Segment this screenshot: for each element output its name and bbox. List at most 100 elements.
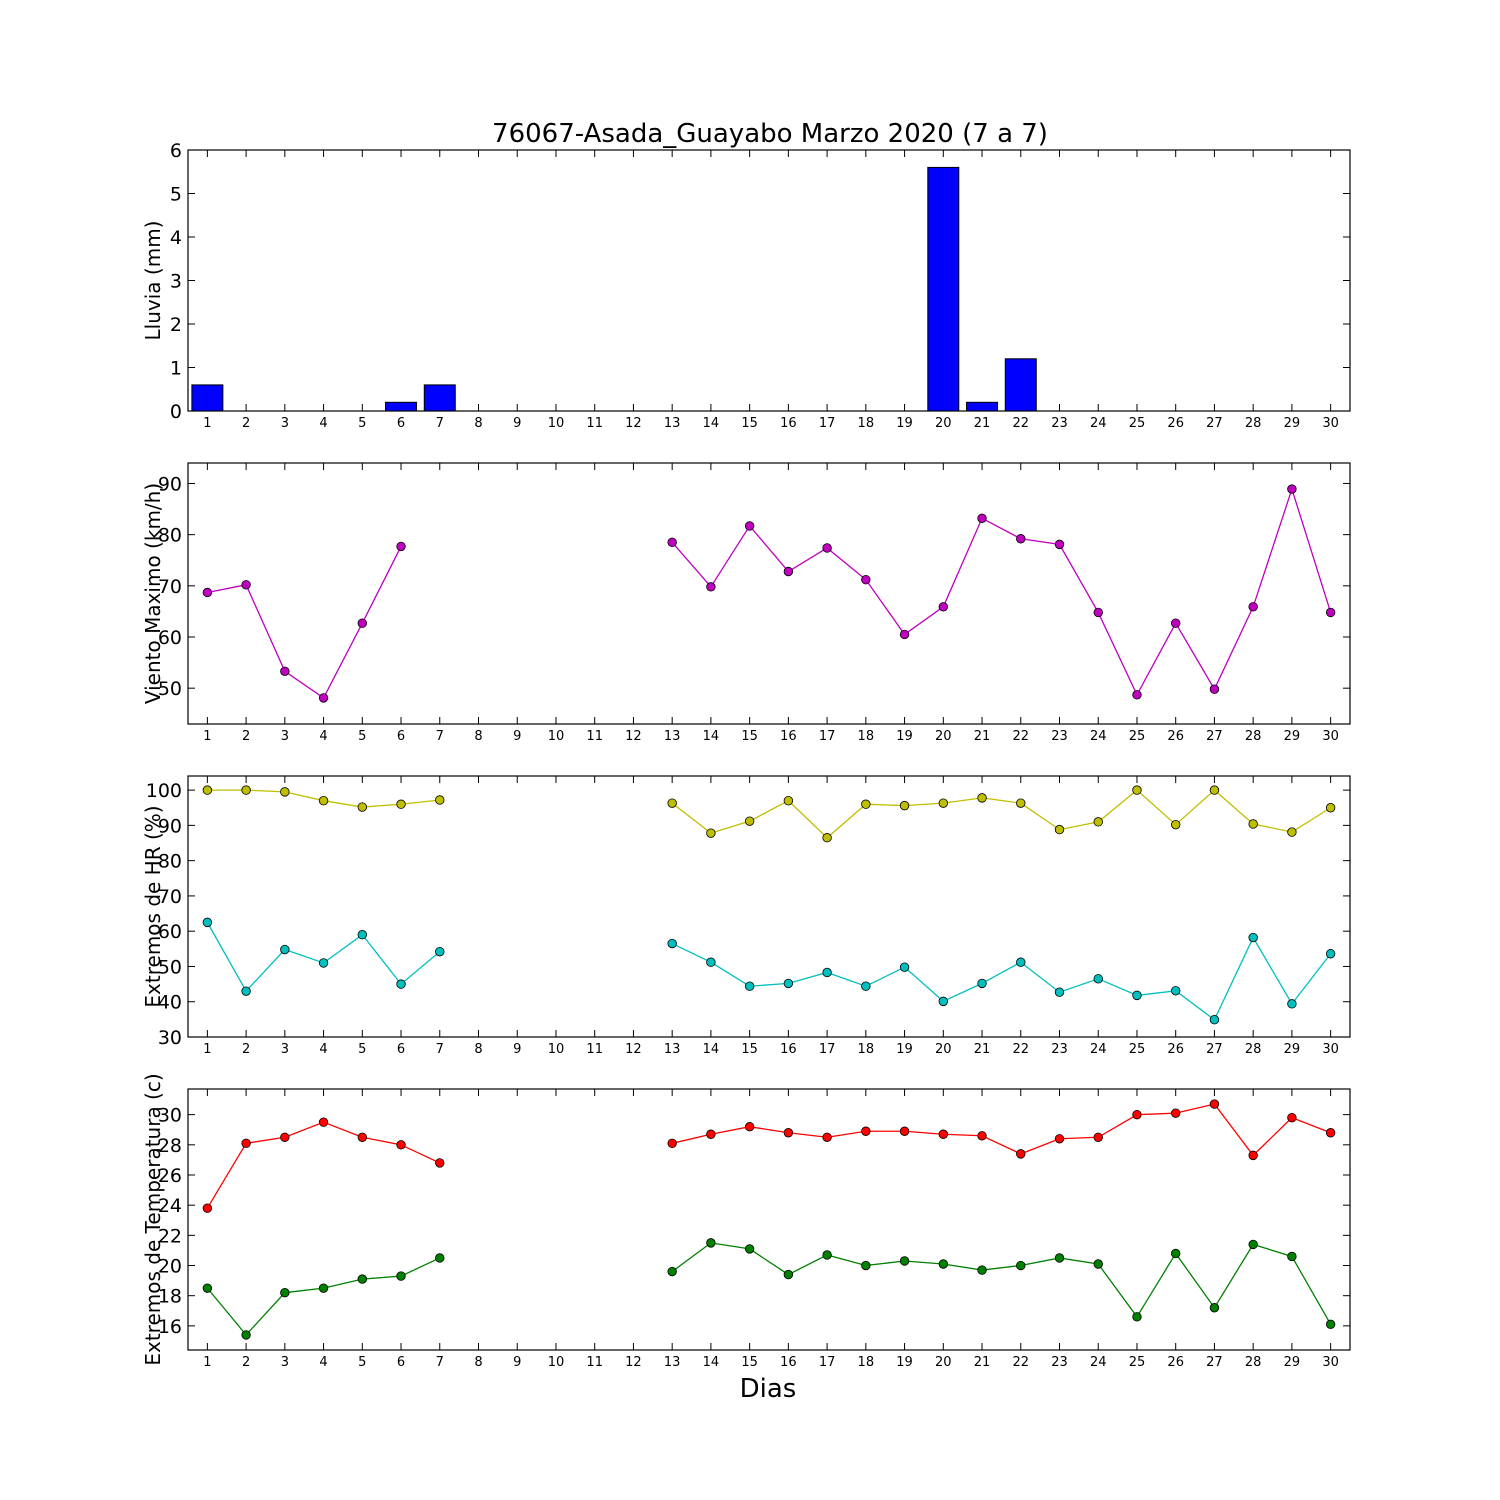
wind-xtick-label: 28 — [1245, 729, 1262, 744]
humidity-xtick-label: 28 — [1245, 1042, 1262, 1057]
humidity-point — [280, 787, 290, 797]
temperature-xtick-label: 23 — [1051, 1355, 1068, 1370]
temperature-point — [706, 1129, 716, 1139]
wind-xtick-label: 29 — [1284, 729, 1301, 744]
humidity-point — [977, 793, 987, 803]
temperature-xtick-label: 2 — [242, 1355, 250, 1370]
humidity-point — [241, 986, 251, 996]
temperature-point — [1093, 1259, 1103, 1269]
x-axis-label: Dias — [740, 1374, 797, 1404]
rain-xtick-label: 14 — [703, 416, 720, 431]
temperature-point — [744, 1122, 755, 1132]
wind-point — [357, 618, 368, 628]
rain-xtick-label: 27 — [1206, 416, 1223, 431]
humidity-ytick-label: 30 — [158, 1027, 182, 1049]
humidity-ytick-label: 100 — [146, 780, 182, 802]
wind-xtick-label: 11 — [586, 729, 603, 744]
humidity-point — [1170, 986, 1181, 996]
temperature-point — [899, 1256, 910, 1266]
wind-xtick-label: 3 — [281, 729, 289, 744]
wind-point — [977, 513, 987, 523]
wind-point — [1209, 684, 1220, 694]
humidity-point — [744, 816, 755, 826]
temperature-point — [822, 1132, 832, 1142]
wind-xtick-label: 5 — [358, 729, 366, 744]
wind-point — [1248, 602, 1258, 612]
temperature-point — [1248, 1150, 1258, 1161]
humidity-xtick-label: 15 — [741, 1042, 758, 1057]
rain-ytick-label: 0 — [170, 401, 182, 423]
temperature-xtick-label: 7 — [436, 1355, 444, 1370]
rain-xtick-label: 15 — [741, 416, 758, 431]
wind-xtick-label: 20 — [935, 729, 952, 744]
temperature-point — [357, 1274, 368, 1284]
humidity-xtick-label: 4 — [319, 1042, 327, 1057]
humidity-xtick-label: 7 — [436, 1042, 444, 1057]
humidity-point — [202, 785, 213, 795]
humidity-xtick-label: 3 — [281, 1042, 289, 1057]
temperature-xtick-label: 27 — [1206, 1355, 1223, 1370]
rain-ytick-label: 6 — [170, 140, 182, 162]
wind-point — [1093, 607, 1103, 618]
wind-xtick-label: 30 — [1322, 729, 1339, 744]
humidity-xtick-label: 14 — [703, 1042, 720, 1057]
temperature-point — [977, 1131, 987, 1141]
temperature-point — [1016, 1260, 1026, 1271]
temperature-point — [396, 1140, 406, 1150]
wind-point — [744, 521, 755, 531]
temperature-point — [241, 1330, 251, 1340]
temperature-xtick-label: 26 — [1167, 1355, 1184, 1370]
temperature-point — [1054, 1253, 1065, 1263]
wind-xtick-label: 15 — [741, 729, 758, 744]
humidity-point — [667, 938, 677, 949]
humidity-ytick-label: 70 — [158, 886, 182, 908]
humidity-xtick-label: 9 — [513, 1042, 521, 1057]
wind-point — [241, 580, 251, 590]
humidity-xtick-label: 12 — [625, 1042, 642, 1057]
chart-title: 76067-Asada_Guayabo Marzo 2020 (7 a 7) — [492, 119, 1048, 149]
rain-xtick-label: 30 — [1322, 416, 1339, 431]
humidity-point — [783, 978, 794, 989]
temperature-point — [667, 1138, 677, 1149]
temperature-point — [861, 1260, 871, 1271]
humidity-ytick-label: 90 — [158, 815, 182, 837]
humidity-xtick-label: 16 — [780, 1042, 797, 1057]
temperature-xtick-label: 20 — [935, 1355, 952, 1370]
humidity-point — [822, 967, 832, 978]
humidity-point — [1325, 803, 1336, 813]
humidity-ytick-label: 60 — [158, 921, 182, 943]
humidity-ytick-label: 50 — [158, 956, 182, 978]
temperature-point — [280, 1132, 290, 1142]
humidity-point — [202, 917, 213, 928]
rain-bar — [385, 401, 418, 412]
temperature-point — [899, 1126, 910, 1136]
wind-xtick-label: 4 — [319, 729, 327, 744]
wind-xtick-label: 26 — [1167, 729, 1184, 744]
rain-xtick-label: 25 — [1129, 416, 1146, 431]
wind-xtick-label: 21 — [974, 729, 991, 744]
wind-xtick-label: 6 — [397, 729, 405, 744]
humidity-point — [1248, 932, 1258, 943]
temperature-xtick-label: 16 — [780, 1355, 797, 1370]
humidity-point — [861, 981, 871, 991]
wind-xtick-label: 19 — [896, 729, 913, 744]
temperature-point — [1325, 1319, 1336, 1330]
wind-xtick-label: 10 — [548, 729, 565, 744]
humidity-ytick-label: 40 — [158, 992, 182, 1014]
rain-xtick-label: 16 — [780, 416, 797, 431]
humidity-point — [1054, 824, 1065, 835]
rain-xtick-label: 22 — [1012, 416, 1029, 431]
humidity-point — [977, 978, 987, 989]
humidity-xtick-label: 21 — [974, 1042, 991, 1057]
wind-xtick-label: 12 — [625, 729, 642, 744]
wind-xtick-label: 22 — [1012, 729, 1029, 744]
temperature-point — [280, 1287, 290, 1298]
wind-y-axis-label: Viento Maximo (km/h) — [141, 483, 165, 704]
rain-xtick-label: 26 — [1167, 416, 1184, 431]
temperature-point — [706, 1238, 716, 1248]
humidity-xtick-label: 22 — [1012, 1042, 1029, 1057]
temperature-point — [357, 1132, 368, 1142]
humidity-point — [357, 802, 368, 812]
humidity-point — [1209, 1015, 1220, 1025]
